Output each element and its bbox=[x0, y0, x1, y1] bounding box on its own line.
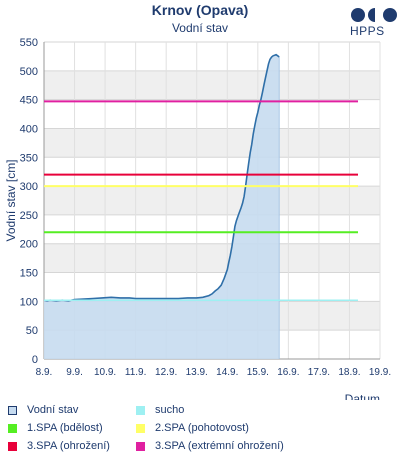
legend-item-vodni-stav: Vodní stav bbox=[8, 404, 78, 416]
legend-label: 2.SPA (pohotovost) bbox=[155, 422, 249, 434]
hpps-logo-icon bbox=[351, 8, 397, 22]
y-tick-label: 100 bbox=[20, 296, 38, 308]
x-tick-label: 12.9. bbox=[155, 367, 177, 378]
y-tick-label: 500 bbox=[20, 66, 38, 78]
x-tick-label: 10.9. bbox=[94, 367, 116, 378]
series-line bbox=[43, 53, 280, 302]
x-tick-label: 19.9. bbox=[369, 367, 391, 378]
legend-item-spa2: 2.SPA (pohotovost) bbox=[136, 422, 249, 434]
legend-label: 3.SPA (ohrožení) bbox=[27, 440, 110, 452]
x-tick-label: 13.9. bbox=[186, 367, 208, 378]
y-tick-label: 350 bbox=[20, 152, 38, 164]
water-level-chart: 0 50 100 150 200 250 300 350 400 450 500 550 8.9. 9.9… bbox=[4, 37, 391, 400]
x-tick-label: 9.9. bbox=[66, 367, 83, 378]
legend: Vodní stav sucho 1.SPA (bdělost) 2.SPA (… bbox=[8, 400, 400, 460]
chart-title: Krnov (Opava) bbox=[151, 2, 249, 18]
legend-item-spa3: 3.SPA (ohrožení) bbox=[8, 440, 110, 452]
grid-band bbox=[44, 186, 380, 215]
x-tick-label: 16.9. bbox=[277, 367, 299, 378]
x-tick-label: 11.9. bbox=[125, 367, 147, 378]
legend-item-spa3-extreme: 3.SPA (extrémní ohrožení) bbox=[136, 440, 284, 452]
legend-label: 1.SPA (bdělost) bbox=[27, 422, 103, 434]
y-tick-label: 0 bbox=[32, 354, 38, 366]
grid-band bbox=[44, 128, 380, 158]
legend-swatch bbox=[136, 423, 145, 433]
x-tick-label: 14.9. bbox=[216, 367, 238, 378]
legend-swatch bbox=[136, 441, 145, 451]
y-tick-label: 400 bbox=[20, 123, 38, 135]
logo-text: HPPS bbox=[350, 24, 385, 38]
legend-item-spa1: 1.SPA (bdělost) bbox=[8, 422, 103, 434]
x-axis-label: Datum bbox=[345, 392, 380, 400]
legend-label: sucho bbox=[155, 404, 185, 416]
y-axis-label: Vodní stav [cm] bbox=[4, 159, 18, 241]
y-tick-label: 200 bbox=[20, 239, 38, 251]
chart-subtitle: Vodní stav bbox=[171, 21, 229, 35]
grid-band bbox=[44, 70, 380, 100]
x-tick-label: 8.9. bbox=[36, 367, 53, 378]
y-tick-label: 250 bbox=[20, 210, 38, 222]
x-tick-label: 15.9. bbox=[247, 367, 269, 378]
y-tick-label: 550 bbox=[20, 37, 38, 49]
y-tick-label: 50 bbox=[26, 325, 38, 337]
legend-swatch bbox=[136, 405, 145, 415]
y-tick-label: 450 bbox=[20, 95, 38, 107]
grid-band bbox=[44, 243, 380, 273]
x-tick-label: 18.9. bbox=[338, 367, 360, 378]
y-tick-label: 150 bbox=[20, 268, 38, 280]
y-tick-label: 300 bbox=[20, 181, 38, 193]
legend-label: Vodní stav bbox=[27, 404, 79, 416]
legend-item-sucho: sucho bbox=[136, 404, 184, 416]
series-area bbox=[44, 54, 280, 359]
legend-label: 3.SPA (extrémní ohrožení) bbox=[155, 440, 284, 452]
legend-swatch bbox=[8, 441, 17, 451]
legend-swatch bbox=[8, 405, 17, 415]
x-tick-label: 17.9. bbox=[308, 367, 330, 378]
legend-swatch bbox=[8, 423, 17, 433]
